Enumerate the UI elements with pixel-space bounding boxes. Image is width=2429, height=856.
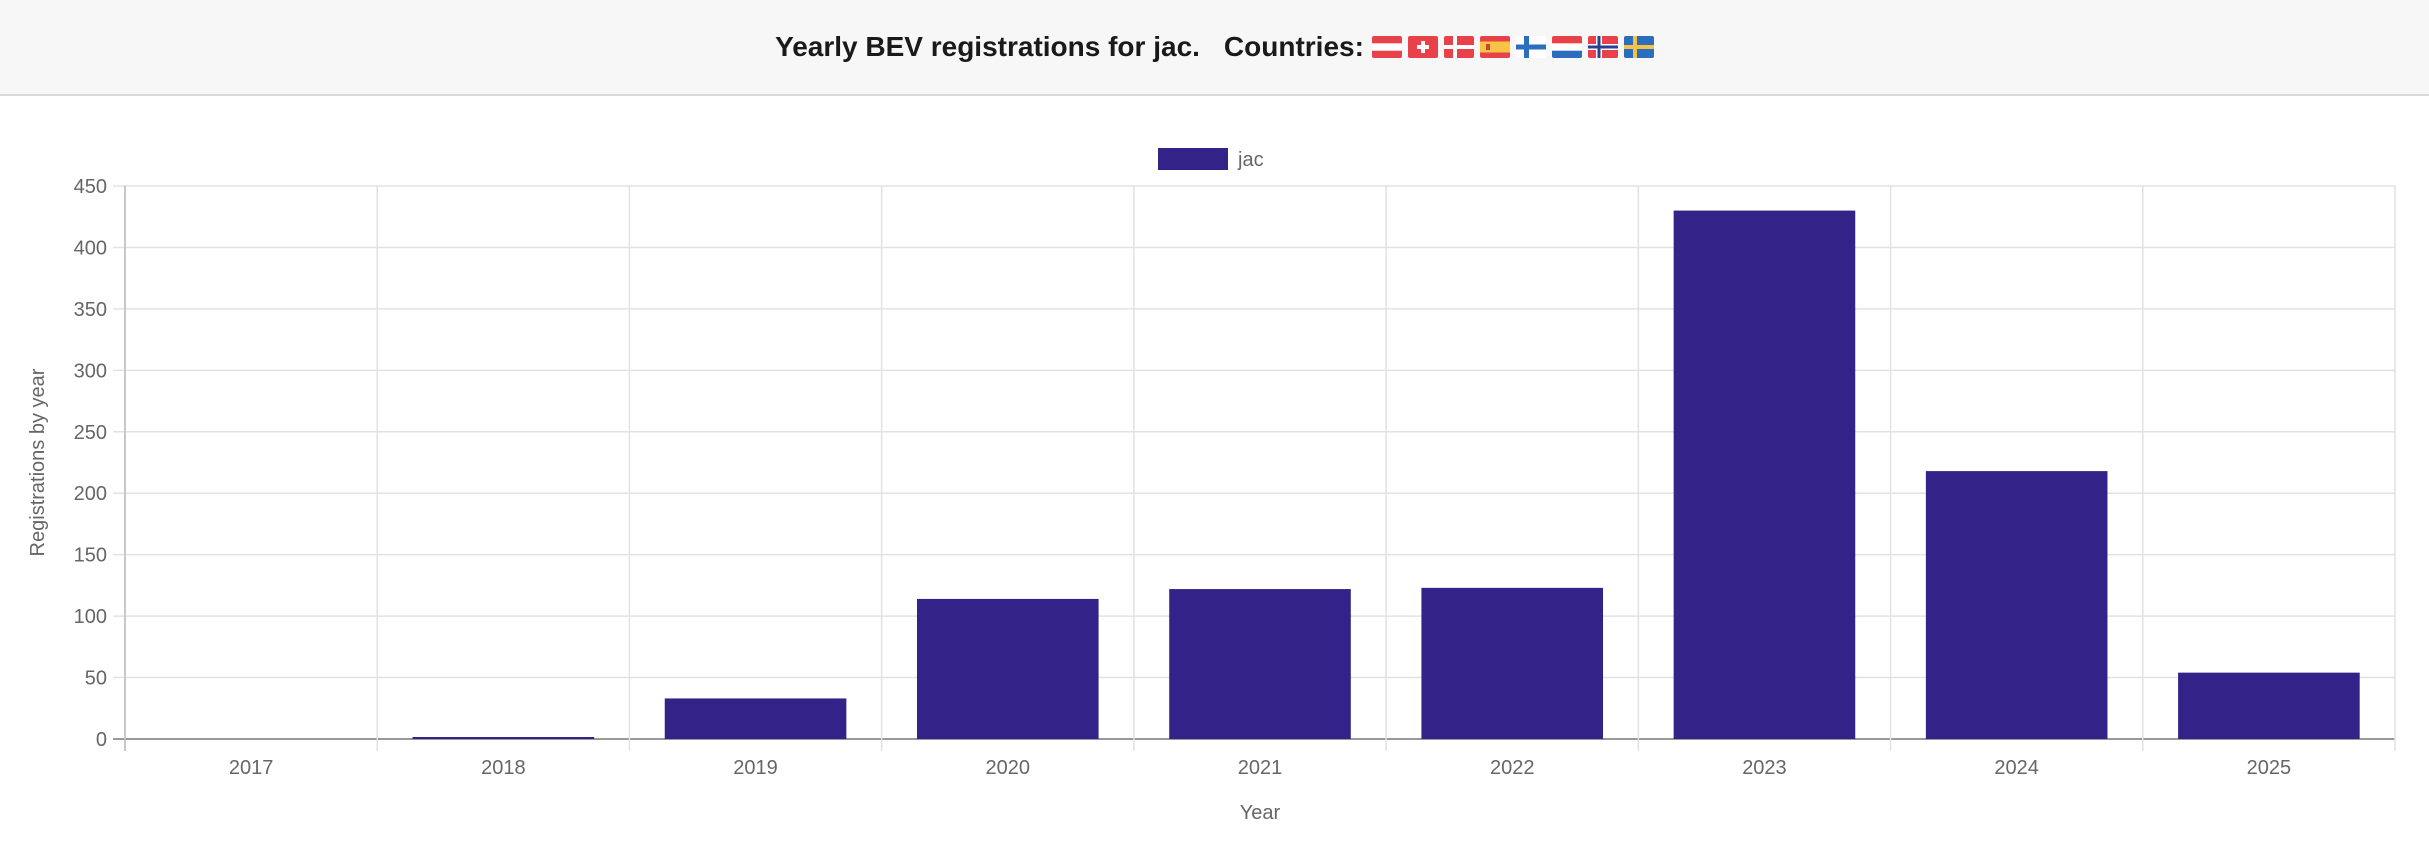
x-tick-label: 2020 <box>986 757 1031 779</box>
bar-2020 <box>916 598 1099 739</box>
x-axis-label: Year <box>1240 802 1281 824</box>
y-axis-label: Registrations by year <box>27 368 49 556</box>
switzerland-flag-icon[interactable] <box>1407 36 1438 58</box>
y-tick-label: 300 <box>74 360 107 382</box>
y-tick-label: 50 <box>85 668 107 690</box>
y-tick-label: 200 <box>74 483 107 505</box>
bar-2019 <box>664 698 847 739</box>
denmark-flag-icon[interactable] <box>1443 36 1474 58</box>
legend-swatch <box>1158 148 1228 170</box>
countries-label: Countries: <box>1223 31 1364 62</box>
x-tick-label: 2017 <box>229 757 274 779</box>
bar-2022 <box>1421 587 1604 739</box>
y-tick-label: 100 <box>74 606 107 628</box>
page-title: Yearly BEV registrations for jac. Countr… <box>775 31 1654 63</box>
y-tick-label: 450 <box>74 176 107 198</box>
x-tick-label: 2022 <box>1490 757 1535 779</box>
spain-flag-icon[interactable] <box>1479 36 1510 58</box>
netherlands-flag-icon[interactable] <box>1551 36 1582 58</box>
y-tick-label: 0 <box>96 729 107 751</box>
y-tick-label: 400 <box>74 237 107 259</box>
x-tick-label: 2021 <box>1238 757 1283 779</box>
y-tick-label: 150 <box>74 545 107 567</box>
y-tick-label: 250 <box>74 422 107 444</box>
bar-2025 <box>2178 672 2360 739</box>
x-tick-label: 2024 <box>1994 757 2039 779</box>
y-tick-label: 350 <box>74 299 107 321</box>
chart-title: Yearly BEV registrations for jac. <box>775 31 1200 62</box>
sweden-flag-icon[interactable] <box>1623 36 1654 58</box>
country-flags <box>1371 36 1654 58</box>
bars <box>412 210 2360 740</box>
bar-chart: 0 50 100 150 200 250 300 350 400 450 2017 2018 2019 2… <box>27 148 2396 824</box>
legend[interactable]: jac <box>1158 148 1264 171</box>
x-tick-label: 2025 <box>2247 757 2292 779</box>
norway-flag-icon[interactable] <box>1587 36 1618 58</box>
page-header: Yearly BEV registrations for jac. Countr… <box>0 0 2429 96</box>
bar-2024 <box>1925 471 2108 739</box>
bar-2023 <box>1673 210 1856 740</box>
axes: 0 50 100 150 200 250 300 350 400 450 2017 2018 2019 2… <box>74 176 2292 779</box>
austria-flag-icon[interactable] <box>1371 36 1402 58</box>
x-tick-label: 2019 <box>733 757 778 779</box>
legend-label: jac <box>1237 149 1264 171</box>
x-tick-label: 2023 <box>1742 757 1787 779</box>
bar-2021 <box>1169 589 1351 739</box>
bar-2018 <box>412 737 595 739</box>
finland-flag-icon[interactable] <box>1515 36 1546 58</box>
x-tick-label: 2018 <box>481 757 526 779</box>
